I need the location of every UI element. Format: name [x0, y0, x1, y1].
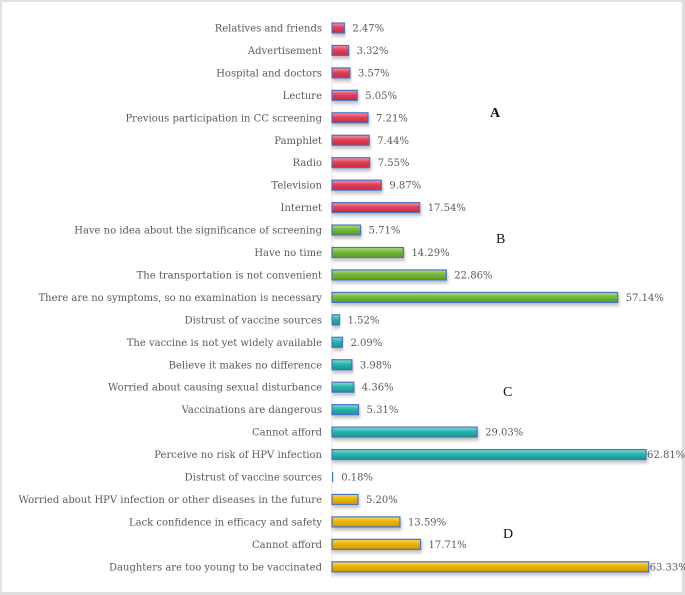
bar-a	[331, 44, 350, 57]
bars	[331, 22, 650, 573]
category-label: There are no symptoms, so no examination…	[38, 293, 322, 304]
value-label: 14.29%	[411, 248, 449, 259]
panel-label-a: A	[490, 106, 501, 121]
bar-d	[331, 538, 422, 550]
category-label: Vaccinations are dangerous	[181, 405, 322, 416]
category-labels: Relatives and friends Advertisement Hospit…	[19, 24, 323, 574]
value-label: 17.71%	[429, 540, 467, 551]
value-label: 7.21%	[376, 113, 408, 124]
value-label: 5.31%	[367, 405, 399, 416]
value-label: 7.44%	[377, 136, 409, 147]
bar-c	[331, 336, 344, 348]
value-label: 5.20%	[366, 495, 398, 506]
value-label: 62.81%	[647, 450, 685, 461]
category-label: The vaccine is not yet widely available	[127, 338, 322, 349]
bar-c	[331, 381, 355, 393]
panel-label-d: D	[503, 527, 513, 542]
bar-d	[332, 472, 334, 482]
value-label: 63.33%	[650, 562, 685, 573]
value-label: 7.55%	[378, 158, 410, 169]
value-label: 1.52%	[348, 315, 380, 326]
panel-labels: A B C D	[490, 106, 513, 542]
category-label: Distrust of vaccine sources	[185, 473, 322, 484]
bar-b	[331, 224, 362, 236]
value-labels: 2.47% 3.32% 3.57% 5.05% 7.21% 7.44% 7.55% 9.87%…	[341, 24, 685, 574]
value-label: 0.18%	[341, 473, 373, 484]
bar-a	[331, 112, 369, 124]
value-label: 3.32%	[357, 46, 389, 57]
value-label: 5.71%	[369, 226, 401, 237]
bar-a	[331, 22, 345, 34]
value-label: 29.03%	[485, 428, 523, 439]
bar-a	[331, 67, 351, 79]
value-label: 4.36%	[362, 383, 394, 394]
bar-a	[331, 89, 358, 101]
value-label: 3.98%	[360, 360, 392, 371]
value-label: 3.57%	[358, 68, 390, 79]
category-label: Previous participation in CC screening	[125, 113, 322, 124]
bar-c	[331, 314, 341, 326]
category-label: Perceive no risk of HPV infection	[154, 450, 322, 461]
category-label: The transportation is not convenient	[137, 270, 322, 281]
category-label: Worried about HPV infection or other dis…	[19, 495, 323, 506]
category-label: Pamphlet	[274, 136, 322, 147]
value-label: 2.47%	[352, 24, 384, 35]
value-label: 13.59%	[408, 517, 446, 528]
category-label: Relatives and friends	[215, 24, 322, 35]
category-label: Worried about causing sexual disturbance	[108, 383, 322, 394]
bar-c	[331, 359, 353, 371]
panel-label-b: B	[496, 232, 505, 247]
category-label: Have no time	[254, 248, 322, 259]
category-label: Have no idea about the significance of s…	[74, 226, 322, 237]
category-label: Radio	[293, 158, 322, 169]
value-label: 17.54%	[428, 203, 466, 214]
bar-d	[331, 493, 359, 506]
bar-d	[331, 516, 401, 528]
category-label: Lecture	[283, 91, 322, 102]
bar-a	[331, 134, 370, 146]
category-label: Television	[271, 181, 322, 192]
category-label: Cannot afford	[252, 428, 323, 439]
bar-a	[331, 202, 421, 214]
category-label: Believe it makes no difference	[169, 360, 322, 371]
value-label: 5.05%	[365, 91, 397, 102]
value-label: 9.87%	[389, 181, 421, 192]
bar-a	[331, 157, 371, 169]
bar-c	[331, 404, 360, 416]
category-label: Cannot afford	[252, 540, 323, 551]
category-label: Lack confidence in efficacy and safety	[129, 517, 322, 528]
category-label: Distrust of vaccine sources	[185, 315, 322, 326]
category-label: Internet	[281, 203, 322, 214]
bar-c	[331, 448, 647, 461]
panel-label-c: C	[503, 385, 512, 400]
category-label: Hospital and doctors	[216, 68, 322, 79]
bar-d	[331, 561, 650, 573]
category-label: Advertisement	[247, 46, 322, 57]
bar-a	[331, 179, 382, 191]
category-label: Daughters are too young to be vaccinated	[109, 562, 323, 573]
bar-b	[331, 269, 447, 281]
value-label: 57.14%	[626, 293, 664, 304]
bar-c	[331, 426, 478, 438]
bar-b	[331, 246, 405, 259]
value-label: 22.86%	[454, 270, 492, 281]
value-label: 2.09%	[350, 338, 382, 349]
bar-b	[331, 291, 619, 303]
